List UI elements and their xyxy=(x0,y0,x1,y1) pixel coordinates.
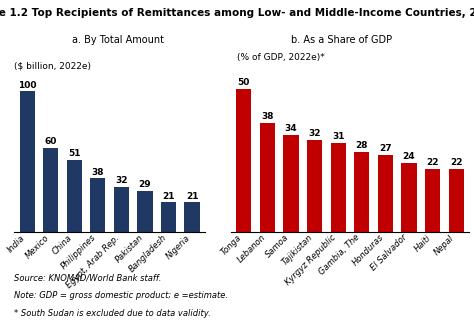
Text: * South Sudan is excluded due to data validity.: * South Sudan is excluded due to data va… xyxy=(14,309,211,318)
Bar xyxy=(137,191,153,232)
Bar xyxy=(354,152,370,232)
Bar xyxy=(19,91,35,232)
Text: ($ billion, 2022e): ($ billion, 2022e) xyxy=(14,61,91,70)
Text: 32: 32 xyxy=(115,176,128,185)
Text: 50: 50 xyxy=(237,78,250,87)
Bar xyxy=(184,202,200,232)
Text: 22: 22 xyxy=(427,158,439,167)
Bar xyxy=(401,163,417,232)
Text: Source: KNOMAD/World Bank staff.: Source: KNOMAD/World Bank staff. xyxy=(14,273,162,282)
Text: 34: 34 xyxy=(285,124,297,133)
Text: 38: 38 xyxy=(261,112,273,121)
Text: 27: 27 xyxy=(379,144,392,153)
Text: 51: 51 xyxy=(68,150,81,159)
Bar xyxy=(161,202,176,232)
Bar xyxy=(67,160,82,232)
Bar xyxy=(378,155,393,232)
Text: 22: 22 xyxy=(450,158,463,167)
Bar xyxy=(236,89,251,232)
Bar xyxy=(448,169,464,232)
Text: 32: 32 xyxy=(309,129,321,138)
Bar xyxy=(307,140,322,232)
Bar xyxy=(43,148,58,232)
Text: 38: 38 xyxy=(91,168,104,177)
Text: 100: 100 xyxy=(18,81,36,90)
Bar xyxy=(283,135,299,232)
Text: 31: 31 xyxy=(332,132,345,141)
Text: Figure 1.2 Top Recipients of Remittances among Low- and Middle-Income Countries,: Figure 1.2 Top Recipients of Remittances… xyxy=(0,8,474,18)
Text: 29: 29 xyxy=(138,180,151,189)
Bar xyxy=(114,187,129,232)
Bar xyxy=(425,169,440,232)
Text: (% of GDP, 2022e)*: (% of GDP, 2022e)* xyxy=(237,53,325,62)
Text: 60: 60 xyxy=(45,137,57,146)
Text: 24: 24 xyxy=(403,152,415,161)
Text: 21: 21 xyxy=(186,192,198,201)
Text: a. By Total Amount: a. By Total Amount xyxy=(73,35,164,45)
Text: b. As a Share of GDP: b. As a Share of GDP xyxy=(291,35,392,45)
Text: Note: GDP = gross domestic product; e =estimate.: Note: GDP = gross domestic product; e =e… xyxy=(14,291,228,300)
Text: 21: 21 xyxy=(162,192,175,201)
Bar xyxy=(90,178,106,232)
Bar xyxy=(330,143,346,232)
Bar xyxy=(260,123,275,232)
Text: 28: 28 xyxy=(356,141,368,150)
